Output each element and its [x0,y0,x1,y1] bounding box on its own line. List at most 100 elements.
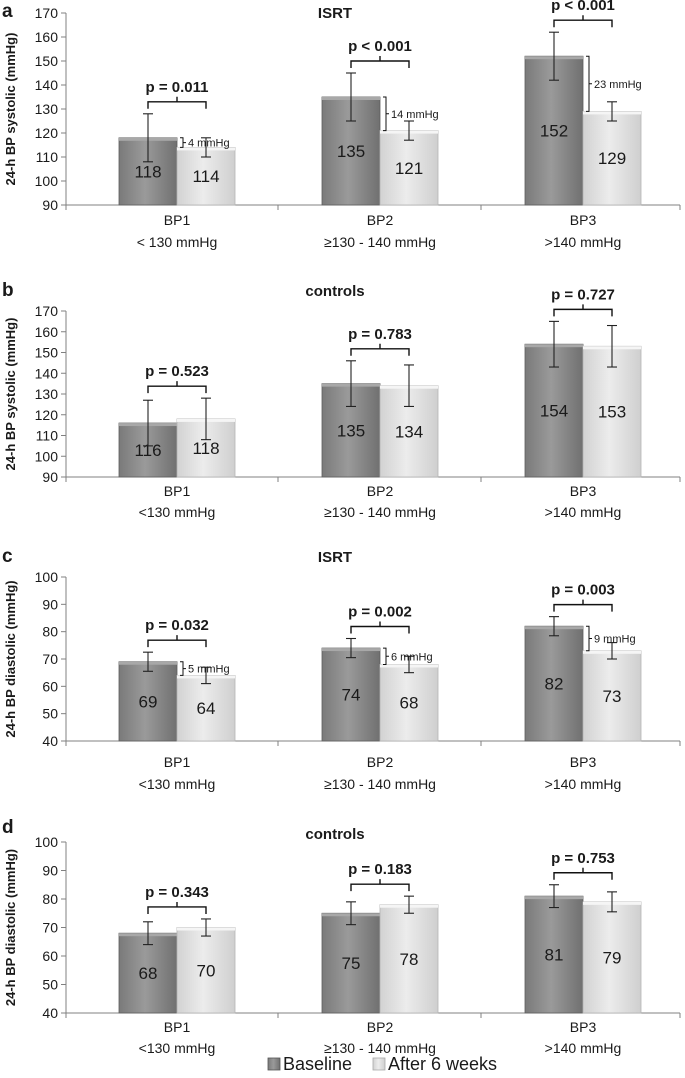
difference-bracket [586,55,592,112]
y-axis-title: 24-h BP systolic (mmHg) [3,318,18,471]
y-tick-label: 100 [35,834,59,850]
category-label: BP2 [367,1019,394,1035]
panel-title: ISRT [318,5,352,22]
significance-bracket [553,867,613,880]
category-label: BP2 [367,212,394,228]
difference-bracket [383,647,389,665]
bar-after-bp2 [379,904,439,1014]
bar-value-label: 118 [134,162,161,181]
bar-value-label: 135 [337,421,365,440]
panel-letter: a [2,1,13,22]
y-tick-label: 120 [35,407,59,423]
y-tick-label: 90 [42,197,58,213]
y-tick-label: 150 [35,53,59,69]
p-value-label: p = 0.003 [551,582,615,599]
y-tick-label: 80 [42,891,58,907]
significance-bracket [147,381,207,394]
bar-value-label: 152 [540,122,568,141]
significance-bracket [350,621,410,634]
significance-bracket [350,56,410,68]
p-value-label: p = 0.783 [348,326,412,343]
panel-title: controls [305,826,364,843]
significance-bracket [147,96,207,109]
bar-after-bp3 [582,345,642,478]
chart-panel-c: 40 50 60 70 80 90 100 24-h BP diastolic (mmHg) c… [2,546,681,792]
y-tick-label: 70 [42,920,58,936]
y-tick-label: 80 [42,624,58,640]
bar-after-bp1 [176,675,236,742]
panel-letter: b [2,280,14,301]
bar-value-label: 78 [400,950,419,969]
bar-value-label: 114 [192,167,219,186]
category-range-label: ≥130 - 140 mmHg [324,234,436,250]
bar-value-label: 153 [598,403,626,422]
category-label: BP1 [164,212,191,228]
y-tick-label: 110 [36,428,59,444]
legend-swatch-after [372,1057,386,1071]
difference-bracket [586,625,592,652]
y-tick-label: 100 [35,448,59,464]
bar-value-label: 75 [342,954,361,973]
chart-panel-b: 90 100 110 120 130 140 150 160 170 24-h BP systol… [2,280,681,520]
bar-after-bp2 [379,664,439,742]
y-tick-label: 150 [35,345,59,361]
p-value-label: p < 0.001 [551,0,615,14]
y-tick-label: 130 [35,386,59,402]
p-value-label: p = 0.183 [348,861,412,878]
y-tick-label: 40 [42,733,58,749]
panels-layer: 90 100 110 120 130 140 150 160 170 24-h BP systol… [2,0,681,1056]
bar-baseline-bp1 [118,661,178,742]
category-label: BP1 [164,754,191,770]
y-tick-label: 170 [35,303,59,319]
bar-after-bp3 [582,111,642,206]
difference-bracket [383,96,389,132]
y-tick-label: 130 [35,101,59,117]
panel-letter: c [2,546,13,567]
category-range-label: <130 mmHg [139,1040,216,1056]
chart-panel-a: 90 100 110 120 130 140 150 160 170 24-h BP systol… [2,0,681,250]
bar-after-bp2 [379,130,439,206]
bar-value-label: 116 [134,441,161,460]
bar-value-label: 121 [395,159,423,178]
legend-label-after: After 6 weeks [388,1054,497,1074]
difference-bracket [180,661,186,676]
bar-value-label: 73 [603,687,622,706]
p-value-label: p = 0.002 [348,604,412,621]
bar-value-label: 129 [598,149,626,168]
bar-value-label: 134 [395,422,423,441]
difference-label: 4 mmHg [188,138,230,150]
category-range-label: >140 mmHg [545,234,622,250]
category-label: BP2 [367,483,394,499]
difference-label: 14 mmHg [391,109,439,121]
y-tick-label: 120 [35,125,59,141]
bar-value-label: 64 [197,699,216,718]
y-tick-label: 50 [42,977,58,993]
panel-title: controls [305,283,364,300]
category-label: BP3 [570,483,597,499]
difference-label: 23 mmHg [594,79,642,91]
category-label: BP1 [164,483,191,499]
legend-label-baseline: Baseline [283,1054,352,1074]
bar-value-label: 82 [545,675,564,694]
bar-after-bp3 [582,901,642,1014]
bar-value-label: 79 [603,948,622,967]
y-axis-title: 24-h BP diastolic (mmHg) [3,580,18,737]
bar-value-label: 154 [540,402,568,421]
y-tick-label: 70 [42,651,58,667]
p-value-label: p = 0.343 [145,884,209,901]
y-tick-label: 50 [42,706,58,722]
bar-baseline-bp3 [524,895,584,1014]
category-label: BP2 [367,754,394,770]
bar-value-label: 118 [192,439,219,458]
category-label: BP3 [570,754,597,770]
bar-value-label: 74 [342,686,361,705]
y-tick-label: 60 [42,678,58,694]
difference-label: 6 mmHg [391,651,433,663]
category-label: BP3 [570,212,597,228]
y-tick-label: 170 [35,5,59,21]
significance-bracket [553,599,613,612]
y-axis-title: 24-h BP systolic (mmHg) [3,33,18,186]
category-range-label: ≥130 - 140 mmHg [324,504,436,520]
y-tick-label: 100 [35,173,59,189]
